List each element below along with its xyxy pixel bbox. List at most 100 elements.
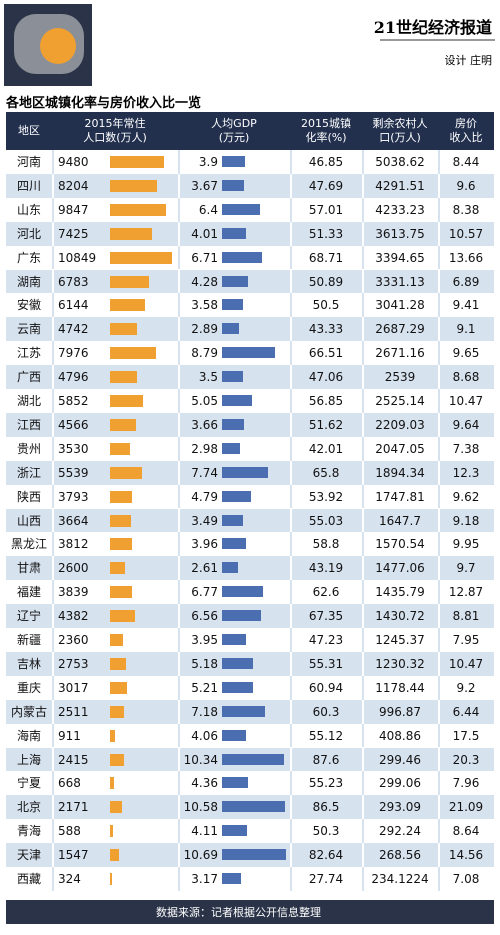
gdp-bar [222, 156, 246, 167]
table-cell: 10849 [58, 250, 97, 265]
table-cell: 588 [58, 824, 81, 839]
table-cell: 陕西 [16, 489, 41, 504]
table-row [6, 723, 494, 748]
column-divider [362, 699, 364, 724]
column-divider [178, 389, 180, 413]
table-cell: 12.3 [452, 465, 480, 480]
table-cell: 21.09 [448, 800, 484, 815]
population-bar [110, 323, 138, 336]
population-bar [110, 466, 142, 479]
column-divider [362, 460, 364, 485]
column-divider [52, 556, 54, 581]
table-cell: 51.33 [308, 226, 344, 241]
column-divider [52, 771, 54, 796]
table-header [6, 112, 494, 150]
table-cell: 四川 [16, 178, 41, 193]
table-cell: 青海 [16, 824, 41, 839]
population-bar [110, 227, 153, 240]
column-divider [178, 508, 180, 533]
table-cell: 吉林 [16, 656, 41, 671]
column-divider [438, 173, 440, 198]
column-divider [438, 532, 440, 557]
table-cell: 2687.29 [375, 322, 425, 337]
column-divider [178, 365, 180, 389]
column-divider [178, 269, 180, 294]
table-cell: 5.21 [191, 680, 218, 695]
table-cell: 2525.14 [375, 394, 425, 408]
column-divider [52, 460, 54, 485]
table-cell: 2753 [58, 656, 89, 671]
gdp-bar [222, 681, 254, 693]
gdp-bar [222, 634, 246, 645]
column-divider [362, 819, 364, 844]
table-cell: 山西 [16, 513, 41, 528]
table-cell: 9.41 [452, 298, 480, 313]
table-cell: 7976 [58, 346, 89, 361]
table-cell: 1430.72 [375, 609, 425, 624]
column-divider [178, 532, 180, 557]
column-divider [438, 795, 440, 820]
table-cell: 4.79 [191, 489, 218, 504]
column-divider [290, 508, 292, 533]
table-cell: 5.18 [191, 656, 218, 671]
table-cell: 5539 [58, 465, 89, 480]
column-divider [438, 604, 440, 628]
gdp-bar [222, 299, 244, 311]
column-divider [362, 173, 364, 198]
table-cell: 292.24 [379, 824, 421, 839]
population-bar [110, 777, 114, 790]
table-row [6, 628, 494, 652]
table-cell: 6.77 [191, 585, 218, 600]
table-cell: 河北 [16, 226, 41, 241]
table-cell: 重庆 [16, 680, 41, 695]
column-divider [438, 819, 440, 844]
table-cell: 内蒙古 [10, 704, 47, 719]
table-cell: 6.56 [191, 609, 218, 624]
column-header: 2015年常住 [84, 117, 146, 130]
table-row [6, 819, 494, 844]
column-divider [290, 795, 292, 820]
table-cell: 3.9 [198, 155, 218, 169]
gdp-bar [222, 610, 262, 622]
gdp-bar [222, 490, 251, 502]
column-divider [362, 197, 364, 222]
table-cell: 3.49 [191, 513, 218, 528]
gdp-bar [222, 227, 246, 239]
column-divider [52, 819, 54, 844]
column-divider [178, 245, 180, 270]
column-divider [290, 293, 292, 318]
gdp-bar [222, 514, 243, 526]
column-header: 人口数(万人) [83, 131, 147, 144]
column-divider [438, 245, 440, 270]
table-cell: 4382 [58, 609, 89, 624]
column-divider [438, 843, 440, 867]
table-cell: 1178.44 [375, 680, 425, 695]
table-cell: 9.64 [452, 417, 480, 432]
column-divider [52, 221, 54, 246]
gdp-bar [222, 203, 261, 215]
column-divider [290, 150, 292, 174]
table-cell: 3.66 [191, 417, 218, 432]
column-divider [362, 580, 364, 605]
table-cell: 3.95 [191, 633, 218, 647]
gdp-bar [222, 275, 248, 287]
column-divider [52, 651, 54, 676]
table-cell: 47.23 [308, 633, 344, 647]
table-cell: 4291.51 [375, 178, 425, 193]
table-cell: 2671.16 [375, 346, 425, 361]
column-divider [438, 317, 440, 342]
column-divider [362, 293, 364, 318]
column-divider [290, 699, 292, 724]
column-divider [362, 867, 364, 891]
table-cell: 17.5 [452, 728, 480, 743]
column-divider [362, 484, 364, 509]
table-cell: 3041.28 [375, 298, 425, 313]
gdp-bar [222, 395, 253, 406]
table-cell: 65.8 [312, 465, 340, 480]
table-cell: 50.89 [308, 274, 344, 289]
column-divider [178, 723, 180, 748]
table-cell: 8.64 [452, 824, 480, 839]
column-divider [290, 173, 292, 198]
table-cell: 7.95 [452, 633, 480, 647]
column-divider [290, 484, 292, 509]
